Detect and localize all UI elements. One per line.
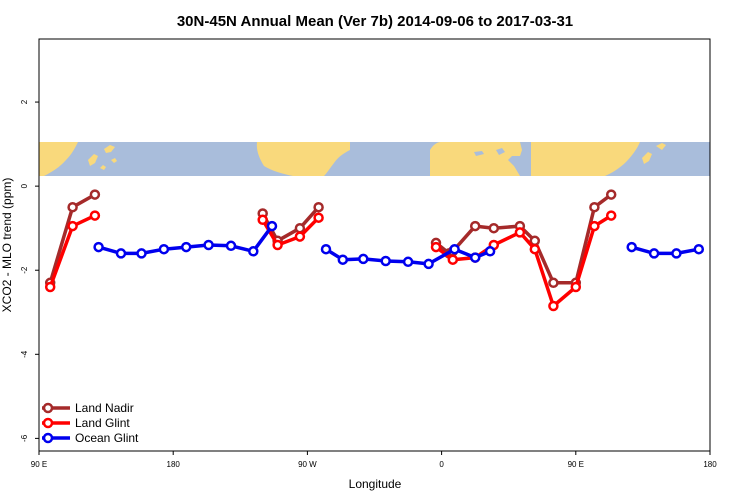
data-point [548, 300, 559, 312]
series-land-glint [44, 210, 617, 312]
legend-marker [42, 402, 54, 414]
y-tick-label: 0 [20, 183, 29, 188]
legend-label: Land Glint [75, 416, 130, 430]
data-point [313, 201, 324, 213]
y-axis: 2 0 -2 -4 -6 [20, 99, 39, 442]
series-line [631, 245, 700, 256]
y-tick-label: -2 [20, 266, 29, 274]
plot-frame [38, 38, 711, 452]
data-point [484, 246, 496, 257]
data-point [605, 189, 617, 200]
series-land-nadir [44, 189, 617, 289]
data-point [225, 240, 237, 252]
world-map-strip [39, 142, 710, 176]
y-tick-label: 2 [20, 99, 29, 104]
data-point [180, 241, 192, 253]
data-point [605, 210, 617, 221]
x-axis: 90 E 180 90 W 0 90 E 180 [31, 451, 717, 469]
data-point [89, 210, 101, 221]
data-point [402, 256, 414, 268]
data-point [430, 241, 442, 253]
y-tick-label: -4 [20, 350, 29, 358]
data-point [589, 201, 600, 213]
data-point [89, 189, 101, 200]
data-point [313, 212, 324, 223]
data-point [272, 239, 283, 251]
data-point [488, 222, 500, 234]
x-tick-label: 90 W [298, 460, 317, 469]
data-point [44, 281, 56, 293]
data-point [626, 241, 637, 253]
data-point [67, 220, 78, 232]
data-point [136, 248, 147, 259]
data-point [648, 248, 660, 259]
data-point [449, 243, 460, 255]
legend-label: Ocean Glint [75, 431, 139, 445]
data-point [529, 243, 541, 255]
data-point [589, 220, 600, 232]
data-point [294, 231, 306, 242]
data-point [358, 253, 369, 265]
data-point [266, 220, 278, 232]
legend-marker [42, 417, 54, 429]
data-point [693, 243, 705, 255]
x-tick-label: 90 E [31, 460, 47, 469]
data-point [257, 214, 268, 226]
data-point [671, 248, 682, 259]
data-point [548, 277, 559, 289]
x-tick-label: 180 [167, 460, 181, 469]
data-point [380, 255, 391, 267]
data-point [320, 243, 332, 255]
data-point [447, 254, 459, 265]
series-layer [44, 189, 705, 312]
legend-marker [42, 432, 54, 444]
data-point [337, 254, 349, 265]
data-point [469, 252, 481, 263]
data-point [67, 201, 78, 213]
series-line [261, 216, 320, 247]
y-tick-label: -6 [20, 434, 29, 442]
data-point [115, 248, 127, 259]
data-point [294, 222, 306, 234]
data-point [514, 227, 526, 238]
x-tick-label: 180 [703, 460, 717, 469]
axes [38, 38, 711, 452]
data-point [469, 220, 481, 232]
series-line [434, 214, 613, 308]
legend-label: Land Nadir [75, 401, 134, 415]
data-point [158, 243, 170, 255]
x-axis-label: Longitude [349, 477, 402, 491]
data-point [423, 258, 434, 270]
chart-title: 30N-45N Annual Mean (Ver 7b) 2014-09-06 … [177, 13, 573, 30]
y-axis-label: XCO2 - MLO trend (ppm) [0, 178, 14, 313]
data-point [93, 241, 104, 253]
data-point [248, 246, 259, 257]
x-tick-label: 0 [439, 460, 444, 469]
data-point [203, 239, 214, 251]
map-land [39, 142, 666, 176]
series-ocean-glint [93, 220, 705, 270]
x-tick-label: 90 E [568, 460, 584, 469]
data-point [570, 281, 582, 293]
